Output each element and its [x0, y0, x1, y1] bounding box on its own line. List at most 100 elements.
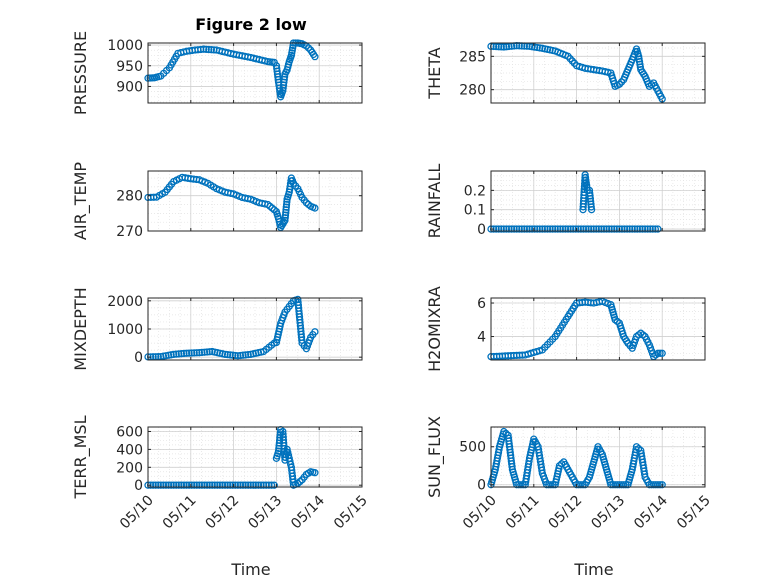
data-point [249, 481, 257, 489]
data-point [587, 206, 596, 214]
data-point [538, 225, 547, 233]
data-point [564, 225, 572, 233]
data-point [518, 225, 526, 233]
data-point [218, 481, 227, 489]
data-point [608, 225, 616, 233]
data-point [267, 481, 276, 489]
x-axis-label-right: Time [573, 560, 613, 579]
y-tick-label: 0 [477, 478, 486, 494]
data-point [577, 225, 585, 233]
data-point [195, 481, 204, 489]
data-point [636, 225, 644, 233]
data-point [213, 481, 221, 489]
data-point [510, 225, 518, 233]
data-point [193, 481, 201, 489]
data-point [175, 481, 183, 489]
data-point [298, 336, 306, 344]
data-point [188, 349, 196, 357]
data-point [582, 178, 590, 187]
data-point [157, 481, 165, 489]
data-point [205, 348, 214, 356]
data-point [513, 225, 521, 233]
data-point [180, 349, 188, 358]
data-point [559, 225, 567, 233]
data-point [546, 225, 554, 233]
data-point [241, 481, 250, 489]
data-point [205, 481, 214, 489]
data-point [229, 351, 237, 359]
axes-box [490, 42, 706, 104]
data-point [520, 225, 529, 233]
y-axis-label: THETA [425, 47, 444, 99]
subplot-1: 280 285 THETA [425, 42, 706, 104]
data-point [234, 352, 242, 360]
y-tick-label: 0.1 [464, 203, 486, 219]
data-point [643, 225, 652, 233]
data-point [244, 350, 252, 359]
data-point [280, 73, 289, 81]
data-point [241, 351, 250, 359]
data-point [497, 43, 505, 51]
data-point [239, 481, 247, 489]
data-point [505, 225, 513, 233]
data-point [311, 328, 319, 336]
data-point [282, 206, 290, 214]
data-point [658, 349, 666, 357]
data-point [654, 225, 662, 233]
y-axis-label: H2OMIXRA [425, 286, 444, 372]
data-point [200, 481, 209, 489]
data-point [282, 208, 290, 217]
data-point [531, 225, 539, 233]
y-axis-label: MIXDEPTH [71, 287, 90, 370]
data-point [497, 225, 505, 233]
data-point [193, 349, 201, 357]
data-point [579, 225, 588, 233]
y-tick-label: 0.2 [464, 183, 486, 199]
data-point [311, 469, 319, 477]
y-tick-label: 270 [116, 224, 143, 240]
data-point [223, 481, 232, 489]
data-point [198, 481, 206, 489]
data-point [525, 225, 534, 233]
data-point [231, 481, 239, 489]
data-point [548, 225, 557, 233]
data-point [531, 43, 539, 51]
data-point [207, 46, 215, 54]
data-point [566, 225, 575, 233]
data-point [282, 203, 290, 211]
data-point [541, 225, 549, 233]
data-point [572, 225, 580, 233]
data-point [304, 44, 313, 52]
data-point [182, 481, 191, 489]
data-point [623, 225, 631, 233]
data-point [543, 225, 552, 233]
data-point [172, 481, 180, 489]
data-point [528, 225, 536, 233]
y-tick-label: 0 [134, 478, 143, 494]
data-point [281, 214, 289, 222]
data-point [170, 481, 178, 489]
data-point [561, 225, 570, 233]
data-point [515, 225, 523, 233]
data-point [252, 481, 260, 489]
data-point [175, 350, 183, 358]
data-point [239, 351, 247, 359]
data-point [587, 203, 595, 211]
y-tick-label: 500 [459, 440, 486, 456]
data-point [185, 349, 193, 357]
data-point [587, 225, 595, 233]
data-point [257, 481, 265, 489]
data-point [605, 225, 613, 233]
data-point [654, 349, 662, 357]
data-point [610, 225, 618, 233]
y-tick-label: 0 [134, 350, 143, 366]
data-point [556, 225, 564, 233]
y-tick-label: 400 [116, 442, 143, 458]
data-point [584, 225, 593, 233]
data-point [500, 427, 508, 436]
data-point [236, 481, 245, 489]
data-point [536, 225, 544, 233]
data-point [631, 225, 639, 233]
subplot-2: 270 280 AIR_TEMP [71, 162, 363, 240]
